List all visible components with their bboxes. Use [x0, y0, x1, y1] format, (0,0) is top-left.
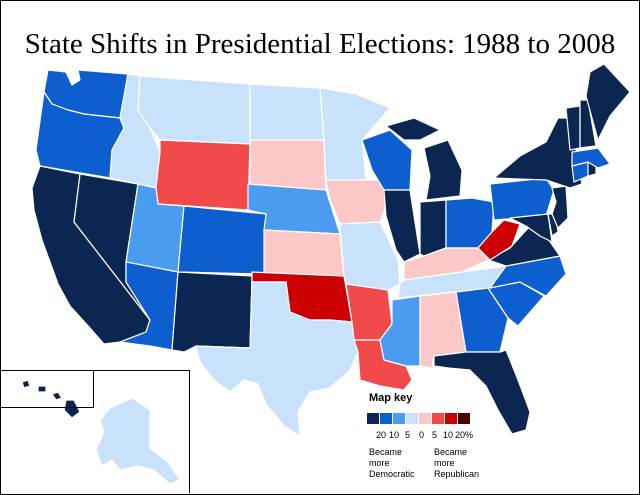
- state-tx: [195, 281, 359, 437]
- state-ak: [95, 397, 181, 485]
- state-fl: [433, 349, 531, 435]
- state-me: [585, 63, 631, 141]
- map-title: State Shifts in Presidential Elections: …: [24, 28, 616, 60]
- state-ar: [345, 283, 393, 341]
- state-wv: [477, 219, 521, 261]
- legend-label-dem-10: 10: [389, 430, 400, 440]
- legend-caption-dem-line-2: more: [369, 458, 390, 468]
- state-hi: [21, 379, 81, 419]
- state-mo: [339, 221, 401, 291]
- legend-swatch-rep-20: [458, 413, 470, 424]
- legend-swatch-rep-10: [445, 413, 457, 424]
- legend-caption-dem-line-1: Became: [369, 447, 403, 457]
- alaska-inset-frame: [0, 370, 190, 493]
- legend-label-zero: 0: [419, 430, 425, 440]
- state-nd: [249, 83, 325, 141]
- legend-caption-rep-line-2: more: [434, 458, 455, 468]
- state-md: [509, 213, 553, 243]
- legend-label-rep-5: 5: [432, 430, 438, 440]
- state-nm: [171, 271, 253, 353]
- legend-title: Map key: [369, 392, 413, 404]
- state-ga: [455, 287, 509, 353]
- legend-swatch-dem-20: [367, 413, 379, 424]
- state-pa: [489, 177, 555, 221]
- state-wy: [155, 139, 251, 211]
- legend-label-dem-20: 20: [376, 430, 387, 440]
- legend-caption-rep-line-1: Became: [434, 447, 468, 457]
- state-ks: [263, 229, 345, 277]
- state-co: [177, 205, 267, 275]
- legend-caption-rep-line-3: Republican: [434, 469, 480, 479]
- legend-label-rep-10: 10: [443, 430, 454, 440]
- legend-swatch-rep-5: [432, 413, 444, 424]
- legend-swatch-rep-0: [419, 413, 431, 424]
- state-nh: [579, 99, 597, 149]
- lake-michigan: [414, 148, 430, 196]
- legend-swatch-dem-5: [393, 413, 405, 424]
- legend-label-rep-20: 20%: [455, 430, 474, 440]
- legend-caption-republican: Became more Republican: [434, 447, 479, 480]
- legend-label-dem-5: 5: [405, 430, 411, 440]
- state-mn: [319, 87, 391, 181]
- state-mt: [137, 75, 251, 145]
- state-ma: [571, 147, 611, 169]
- hawaii-inset-frame: [0, 370, 94, 408]
- legend-scale: 20 10 5 0 5 10 20%: [366, 430, 506, 442]
- state-in: [419, 199, 447, 257]
- legend-swatches: [367, 413, 471, 424]
- legend-caption-dem-line-3: Democratic: [369, 469, 415, 479]
- legend-swatch-dem-10: [380, 413, 392, 424]
- legend-swatch-dem-0: [406, 413, 418, 424]
- legend-caption-democratic: Became more Democratic: [369, 447, 415, 480]
